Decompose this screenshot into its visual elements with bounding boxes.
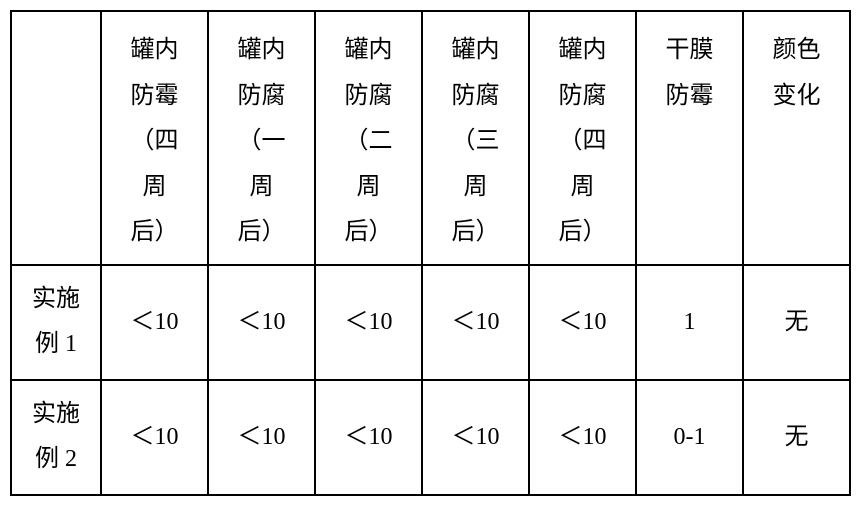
table-header-row: 罐内防霉（四周后） 罐内防腐（一周后） 罐内防腐（二周后） 罐内防腐（三周后） …: [11, 11, 850, 265]
header-cell-empty: [11, 11, 101, 265]
data-cell: ＜10: [529, 380, 636, 495]
data-cell: 1: [636, 265, 743, 380]
table-row: 实施例 2 ＜10 ＜10 ＜10 ＜10 ＜10 0-1 无: [11, 380, 850, 495]
data-table: 罐内防霉（四周后） 罐内防腐（一周后） 罐内防腐（二周后） 罐内防腐（三周后） …: [10, 10, 851, 496]
data-cell: ＜10: [101, 380, 208, 495]
data-cell: ＜10: [315, 265, 422, 380]
data-cell: 无: [743, 265, 850, 380]
data-cell: 0-1: [636, 380, 743, 495]
data-cell: ＜10: [422, 380, 529, 495]
header-cell-5: 罐内防腐（四周后）: [529, 11, 636, 265]
data-cell: ＜10: [529, 265, 636, 380]
header-cell-2: 罐内防腐（一周后）: [208, 11, 315, 265]
row-label: 实施例 2: [11, 380, 101, 495]
header-cell-3: 罐内防腐（二周后）: [315, 11, 422, 265]
header-cell-7: 颜色变化: [743, 11, 850, 265]
header-cell-4: 罐内防腐（三周后）: [422, 11, 529, 265]
data-cell: ＜10: [422, 265, 529, 380]
row-label: 实施例 1: [11, 265, 101, 380]
header-cell-1: 罐内防霉（四周后）: [101, 11, 208, 265]
data-cell: 无: [743, 380, 850, 495]
data-cell: ＜10: [208, 265, 315, 380]
table-row: 实施例 1 ＜10 ＜10 ＜10 ＜10 ＜10 1 无: [11, 265, 850, 380]
data-cell: ＜10: [101, 265, 208, 380]
data-cell: ＜10: [315, 380, 422, 495]
data-cell: ＜10: [208, 380, 315, 495]
header-cell-6: 干膜防霉: [636, 11, 743, 265]
